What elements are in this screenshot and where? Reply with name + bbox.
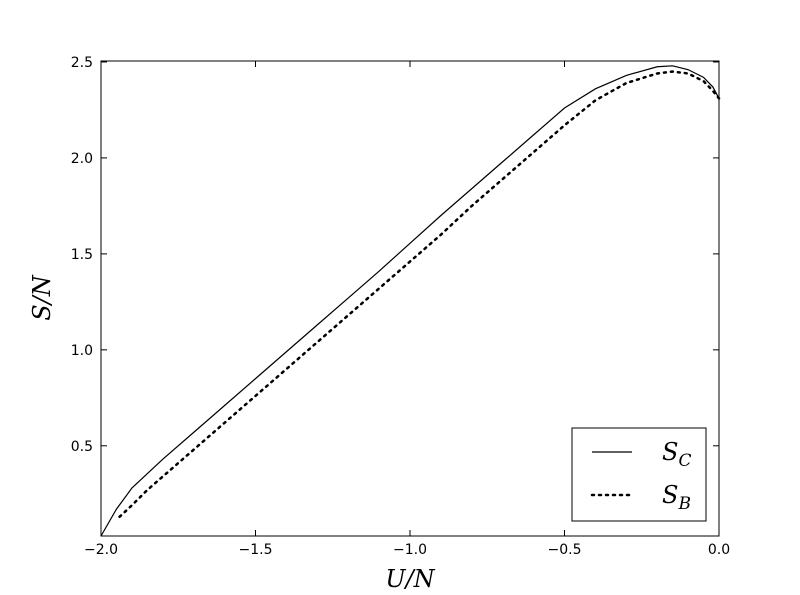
- y-axis-label: S/N: [28, 274, 56, 321]
- x-tick-label: −1.0: [393, 542, 427, 558]
- x-tick-label: −0.5: [548, 542, 582, 558]
- x-tick-label: −2.0: [84, 542, 118, 558]
- x-tick-label: −1.5: [239, 542, 273, 558]
- y-tick-label: 2.0: [71, 151, 93, 167]
- legend-label: SC: [662, 438, 691, 471]
- plot-frame: [100, 60, 720, 537]
- legend-box: [571, 427, 707, 522]
- y-tick-label: 2.5: [71, 55, 93, 71]
- x-axis-label: U/N: [385, 565, 435, 593]
- x-tick-label: 0.0: [708, 542, 730, 558]
- series-line: [118, 70, 721, 519]
- y-tick-label: 1.0: [71, 343, 93, 359]
- y-tick-label: 0.5: [71, 439, 93, 455]
- legend-label: SB: [662, 481, 691, 514]
- series-line: [100, 65, 720, 537]
- y-tick-label: 1.5: [71, 247, 93, 263]
